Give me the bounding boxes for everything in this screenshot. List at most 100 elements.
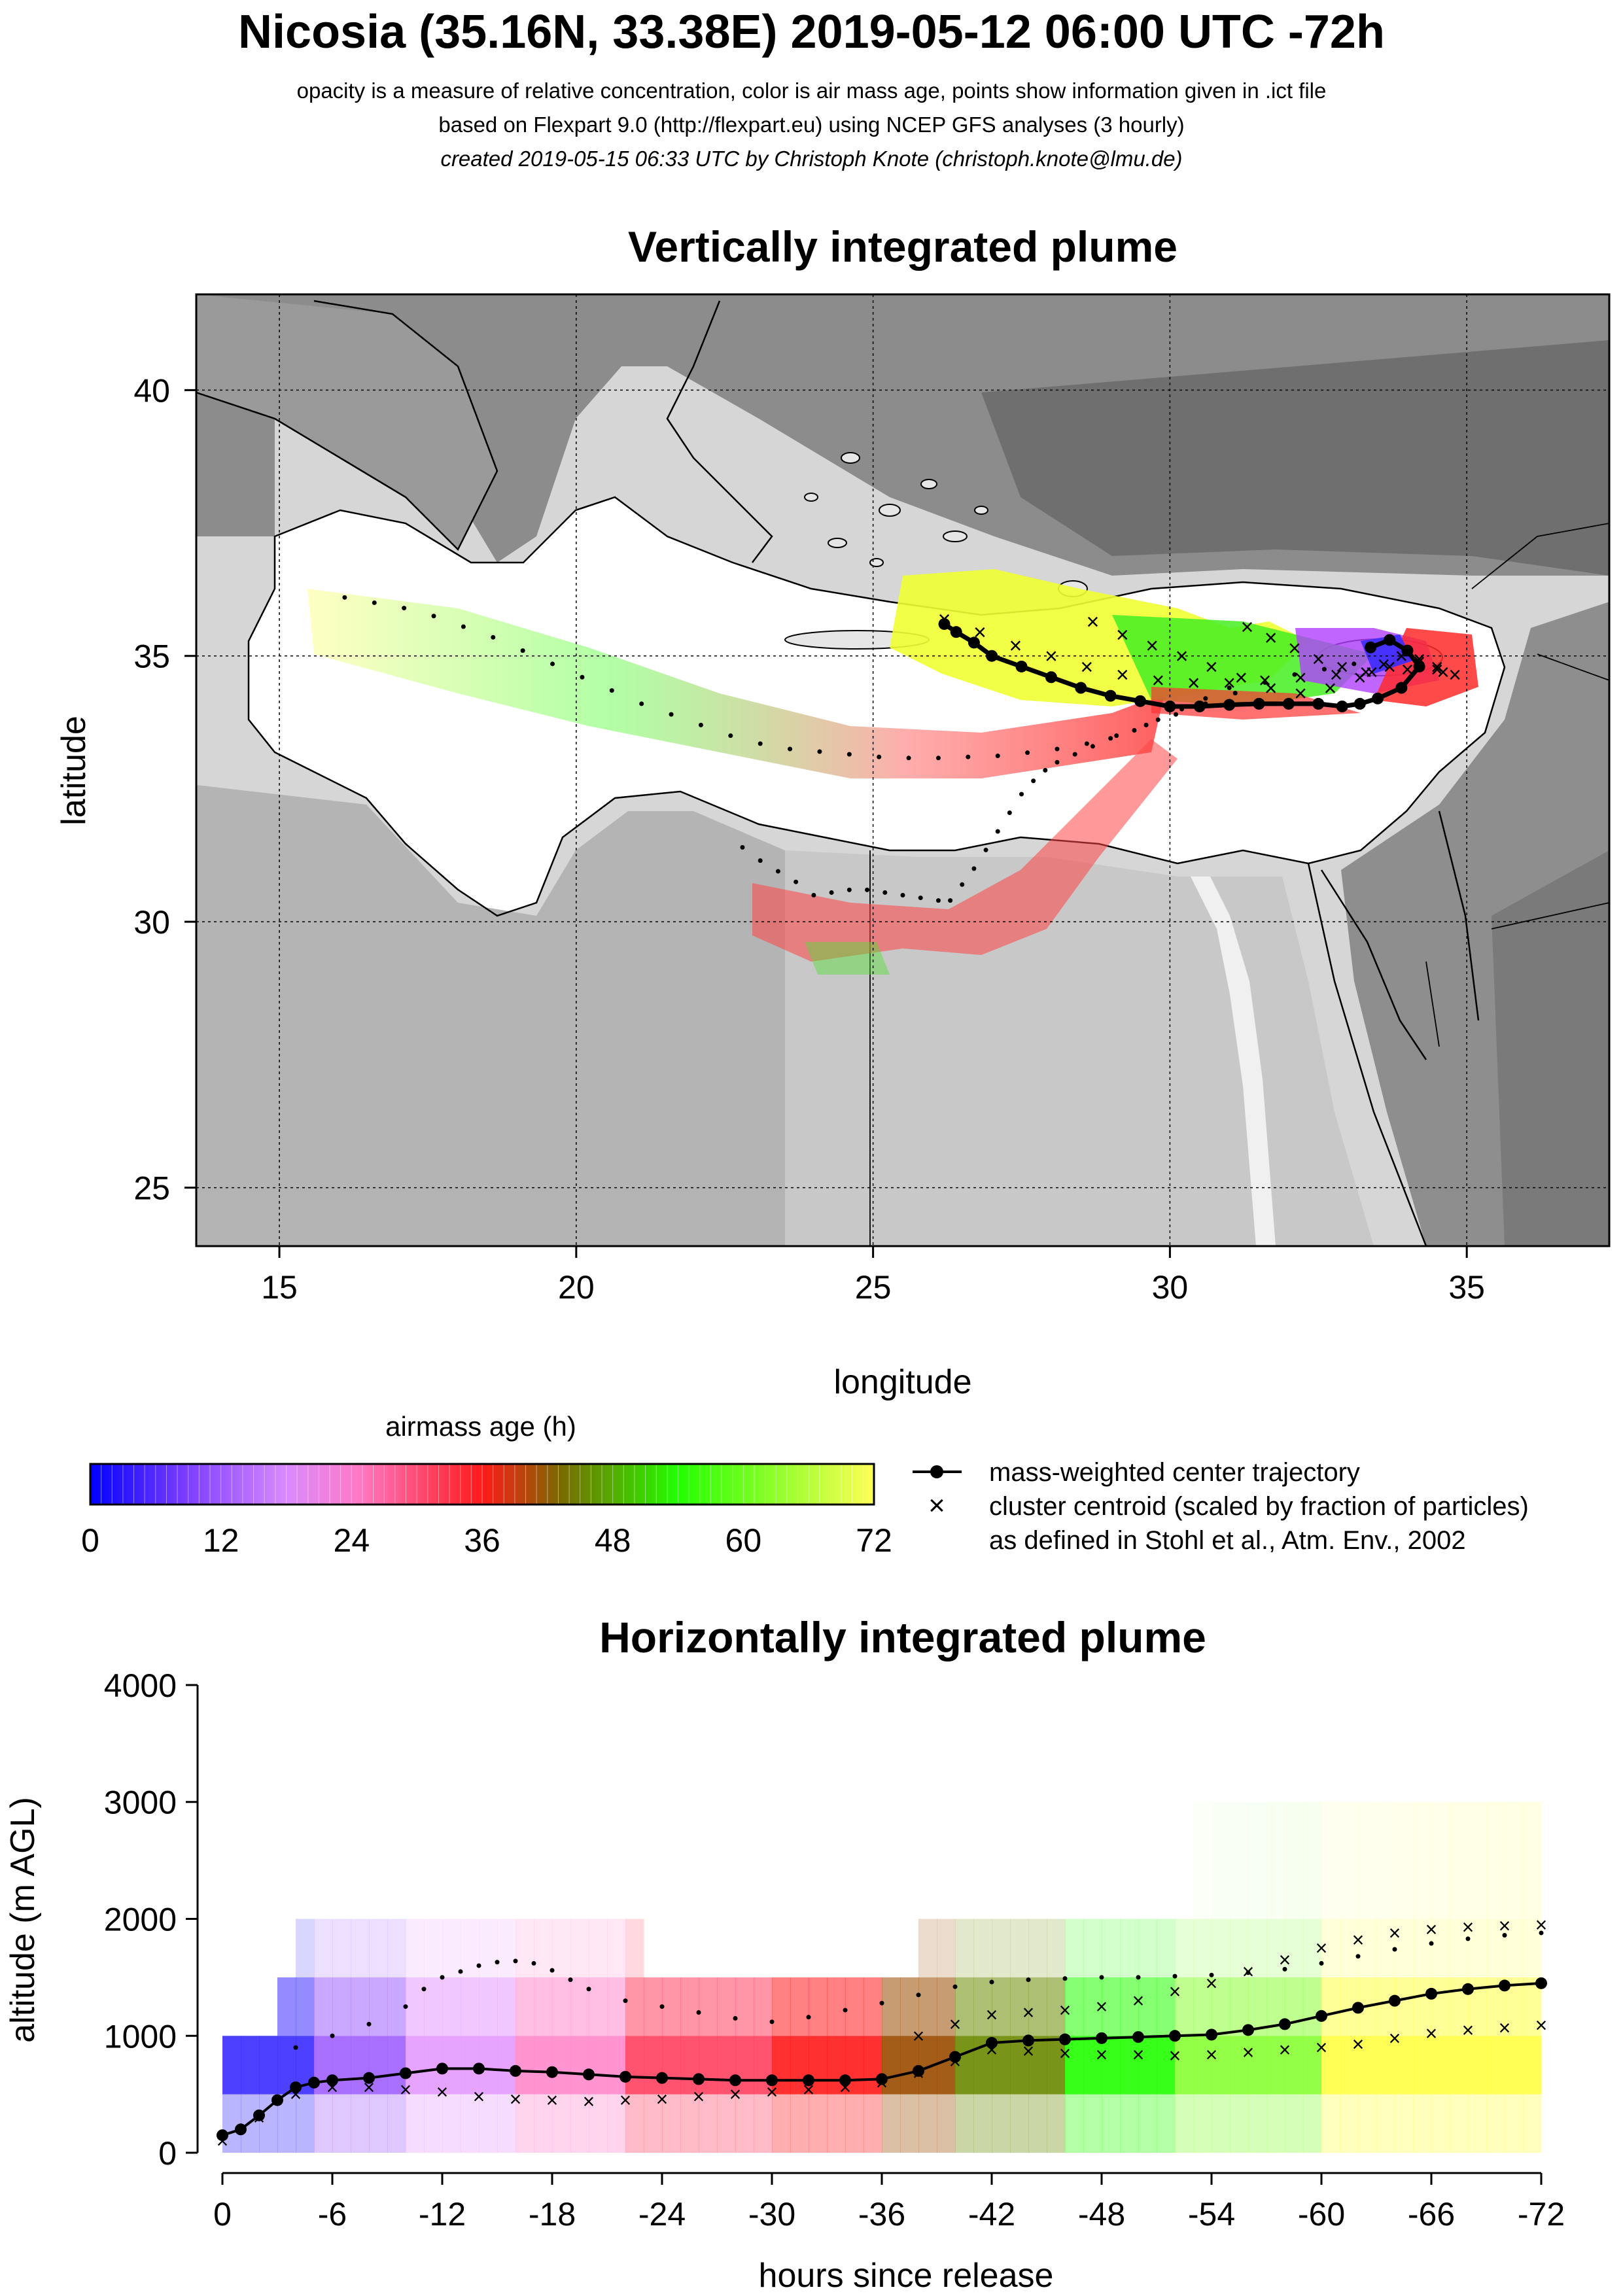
- altitude-xtick-label: -30: [748, 2196, 795, 2233]
- trajectory-dot: [580, 674, 585, 680]
- altitude-cluster-marker: ×: [1206, 2043, 1218, 2066]
- center-trajectory-point: [1401, 644, 1414, 657]
- altitude-cluster-marker: ×: [1535, 2013, 1548, 2037]
- altitude-center-point: [1059, 2033, 1071, 2045]
- altitude-plume-cell: [515, 1977, 534, 2036]
- altitude-cluster-marker: ×: [1096, 1995, 1108, 2019]
- altitude-center-point: [1499, 1979, 1510, 1992]
- altitude-plume-cell: [772, 1977, 791, 2036]
- altitude-cluster-marker: ×: [1499, 1914, 1511, 1938]
- trajectory-dot: [983, 847, 988, 852]
- altitude-cluster-marker: ×: [1462, 1915, 1475, 1939]
- altitude-plume-cell: [369, 1919, 388, 1977]
- trajectory-dot: [728, 733, 733, 739]
- altitude-plume-cell: [1340, 1919, 1359, 1977]
- cluster-centroid-marker: ×: [1205, 655, 1218, 680]
- trajectory-dot: [550, 661, 555, 667]
- cluster-centroid-marker: ×: [1045, 644, 1058, 669]
- trajectory-dot: [1132, 728, 1137, 733]
- altitude-center-point: [1352, 2002, 1364, 2014]
- altitude-plume-cell: [424, 2094, 443, 2153]
- cluster-centroid-marker: ×: [1336, 655, 1349, 680]
- altitude-plume-cell: [442, 1977, 461, 2036]
- altitude-plume-cell: [735, 1977, 754, 2036]
- trajectory-dot: [1203, 701, 1208, 706]
- altitude-plume-cell: [1266, 1801, 1285, 1919]
- plume-west-band: [307, 589, 1164, 778]
- legend-cluster-marker: ×: [928, 1489, 945, 1522]
- altitude-cluster-marker: ×: [1352, 2032, 1365, 2056]
- altitude-cluster-marker: ×: [1279, 1948, 1291, 1972]
- altitude-plume-cell: [222, 2094, 241, 2153]
- altitude-plume-cell: [937, 1919, 956, 1977]
- altitude-plume-cell: [1450, 1801, 1469, 1919]
- altitude-xtick-label: -60: [1298, 2196, 1345, 2233]
- trajectory-dot: [461, 624, 466, 629]
- altitude-center-point: [1096, 2032, 1108, 2044]
- altitude-plume-cell: [1358, 1919, 1377, 1977]
- trajectory-dot: [669, 712, 674, 717]
- altitude-plume-cell: [1431, 1919, 1450, 1977]
- altitude-plume-cell: [552, 1919, 571, 1977]
- altitude-xtick-label: -54: [1188, 2196, 1235, 2233]
- altitude-plume-cell: [1395, 1801, 1414, 1919]
- cluster-centroid-marker: ×: [1383, 655, 1396, 680]
- altitude-plume-cell: [1230, 1801, 1249, 1919]
- altitude-plume-cell: [790, 2094, 809, 2153]
- trajectory-dot: [935, 898, 941, 903]
- altitude-plume-cell: [1230, 2094, 1249, 2153]
- altitude-cluster-marker: ×: [1206, 1972, 1218, 1995]
- altitude-trajectory-dot: [1026, 1977, 1031, 1982]
- map-xtick-label: 20: [558, 1269, 595, 1306]
- altitude-ylabel: altitude (m AGL): [4, 1797, 42, 2043]
- altitude-trajectory-dot: [1172, 1974, 1178, 1979]
- altitude-trajectory-dot: [769, 2019, 775, 2025]
- altitude-plume-cell: [1431, 1977, 1450, 2036]
- trajectory-dot: [342, 595, 347, 600]
- altitude-center-point: [1169, 2030, 1181, 2042]
- colorbar-tick-label: 36: [464, 1522, 500, 1559]
- altitude-plume-cell: [1065, 2036, 1084, 2095]
- altitude-plume-cell: [1395, 1919, 1414, 1977]
- trajectory-dot: [1031, 778, 1036, 784]
- altitude-plume-cell: [607, 1919, 626, 1977]
- altitude-plume-cell: [1395, 1977, 1414, 2036]
- altitude-plume-cell: [973, 1919, 992, 1977]
- altitude-plume-cell: [973, 2094, 992, 2153]
- altitude-plume-cell: [625, 1977, 644, 2036]
- altitude-plume-cell: [1321, 2036, 1340, 2095]
- altitude-plume-cell: [479, 1977, 498, 2036]
- altitude-plume-cell: [827, 1977, 846, 2036]
- altitude-plume-cell: [1450, 1919, 1469, 1977]
- altitude-plume-cell: [552, 1977, 571, 2036]
- cluster-centroid-marker: ×: [1294, 665, 1307, 690]
- altitude-plume-cell: [918, 1977, 937, 2036]
- altitude-plume-cell: [387, 1919, 406, 1977]
- altitude-cluster-marker: ×: [986, 2003, 998, 2026]
- altitude-plume-cell: [442, 2094, 461, 2153]
- altitude-plume-cell: [534, 2036, 553, 2095]
- trajectory-dot: [1292, 672, 1297, 677]
- altitude-plume-cell: [717, 2094, 736, 2153]
- altitude-plume-cell: [644, 2036, 663, 2095]
- altitude-plume-cell: [1431, 2094, 1450, 2153]
- altitude-trajectory-dot: [293, 2045, 298, 2050]
- altitude-plume-cell: [1028, 2036, 1047, 2095]
- altitude-trajectory-dot: [531, 1960, 536, 1966]
- altitude-plume-cell: [1083, 2036, 1102, 2095]
- trajectory-dot: [846, 887, 852, 892]
- altitude-plume-cell: [515, 1919, 534, 1977]
- trajectory-dot: [402, 606, 407, 611]
- altitude-plume-cell: [754, 1977, 773, 2036]
- cluster-centroid-marker: ×: [1080, 655, 1093, 680]
- colorbar-ticks: 0 12 24 36 48 60 72: [81, 1522, 892, 1559]
- altitude-plume-cell: [625, 2036, 644, 2095]
- altitude-plume-cell: [955, 2036, 974, 2095]
- altitude-cluster-marker: ×: [1535, 1913, 1548, 1936]
- altitude-trajectory-dot: [403, 2004, 408, 2009]
- altitude-trajectory-dot: [440, 1975, 445, 1980]
- altitude-trajectory-dot: [879, 2000, 884, 2006]
- altitude-plume-cell: [845, 2094, 864, 2153]
- altitude-center-point: [290, 2081, 302, 2093]
- main-title: Nicosia (35.16N, 33.38E) 2019-05-12 06:0…: [238, 6, 1385, 58]
